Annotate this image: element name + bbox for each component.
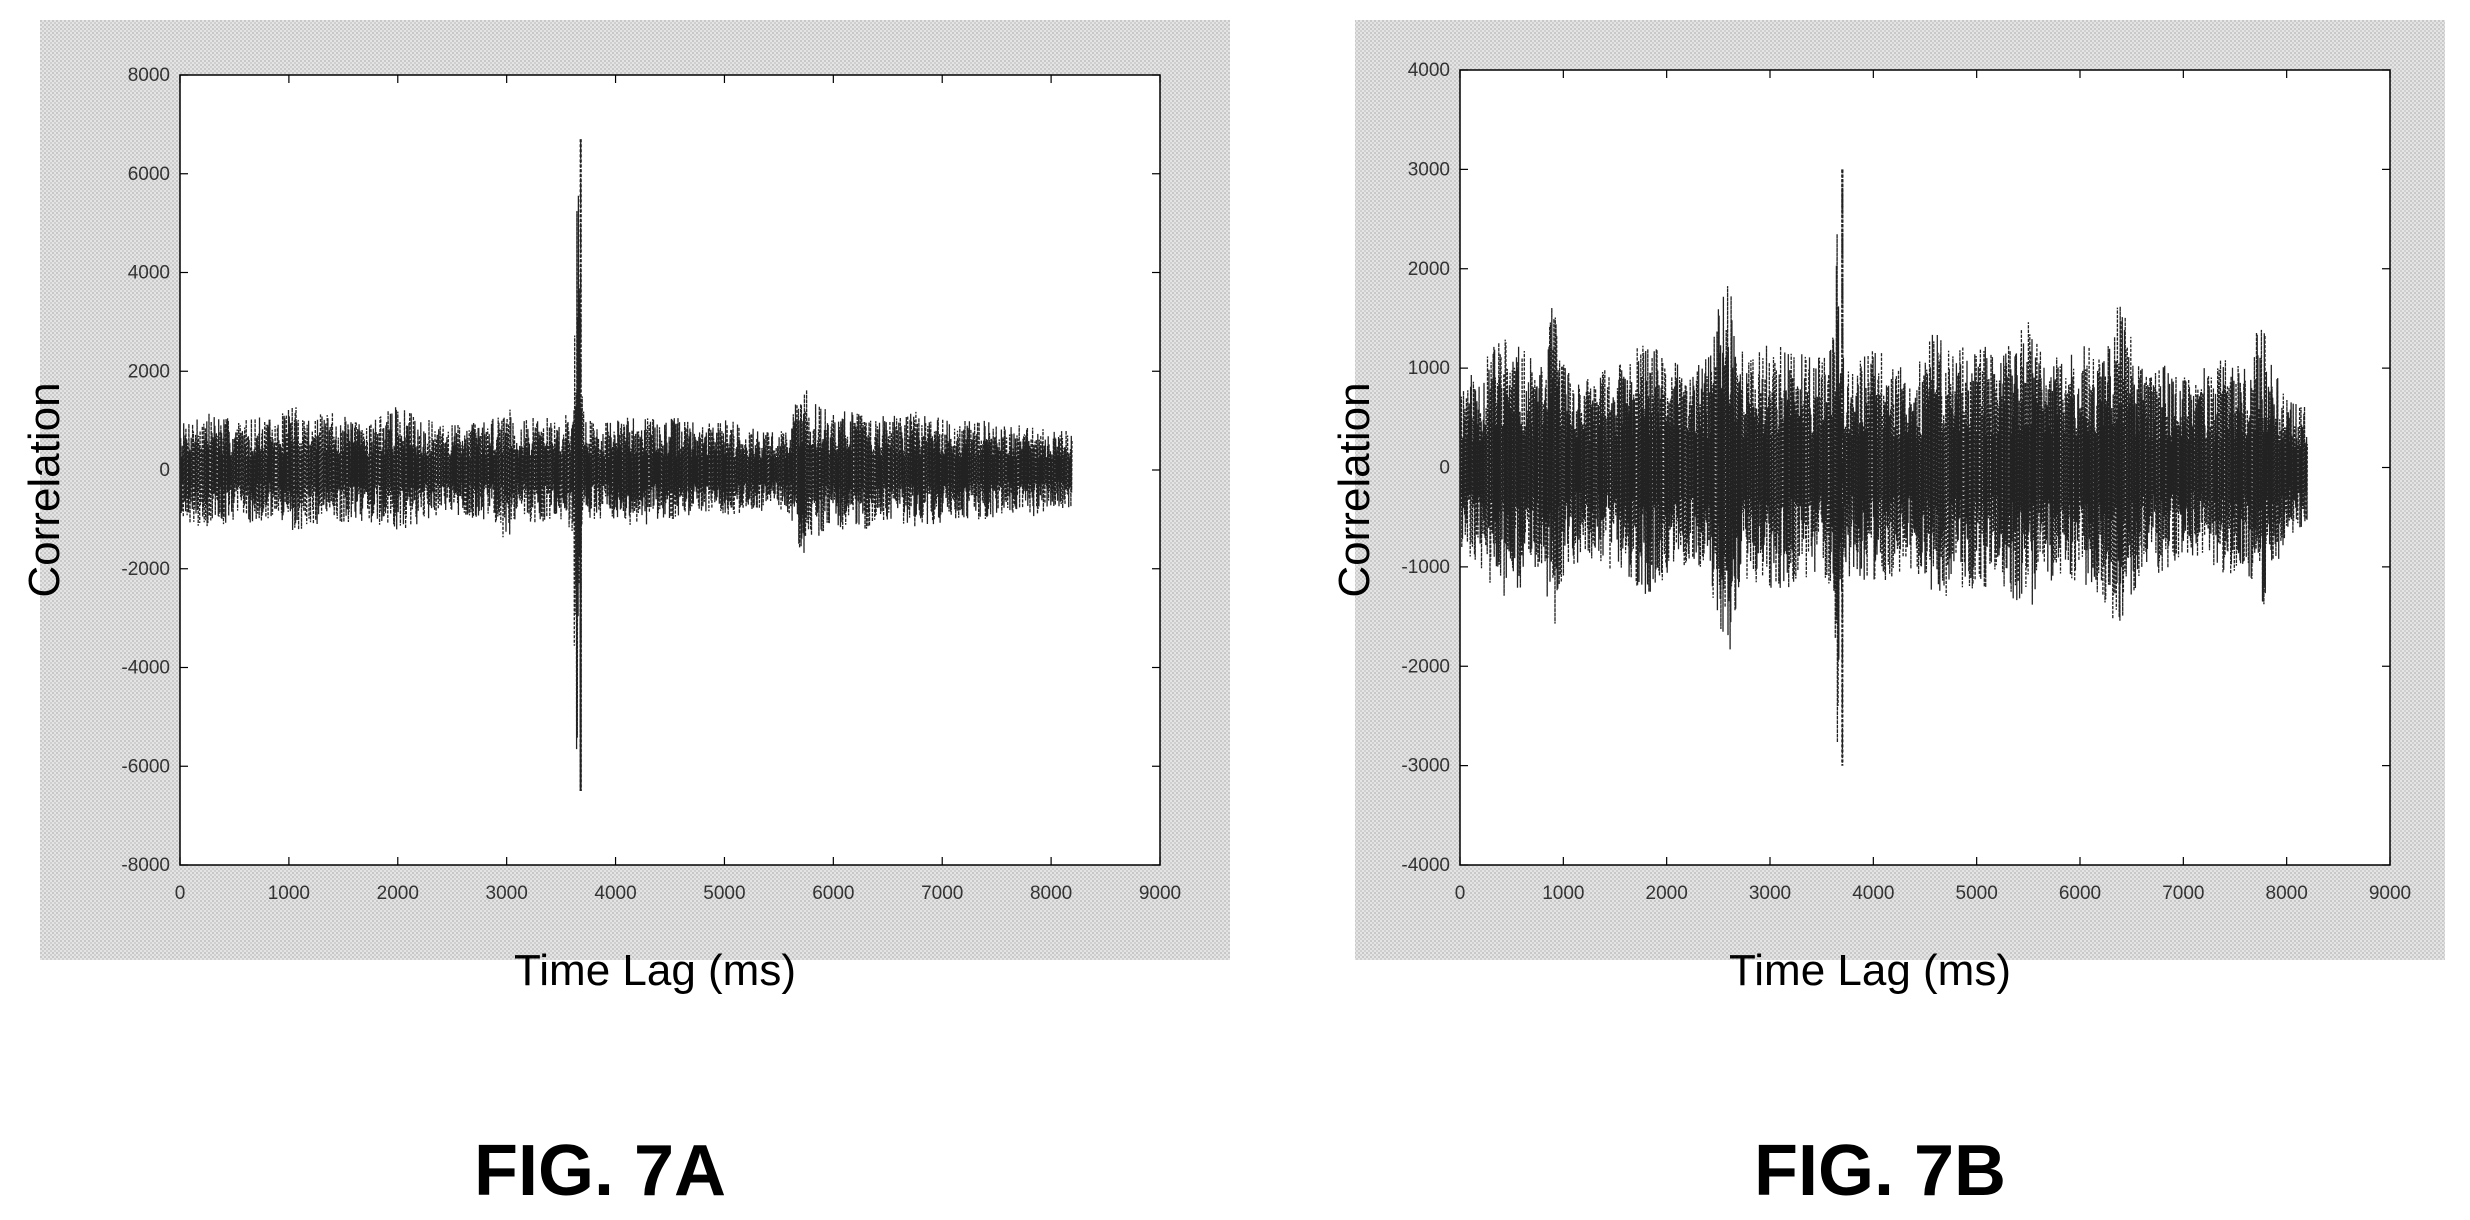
y-tick-label: 6000 <box>128 164 170 185</box>
y-tick-label: -2000 <box>1401 656 1450 677</box>
y-tick-label: -6000 <box>121 756 170 777</box>
x-tick-label: 0 <box>1455 883 1466 904</box>
y-tick-label: -8000 <box>121 855 170 876</box>
x-tick-label: 8000 <box>2266 883 2308 904</box>
x-tick-label: 1000 <box>268 883 310 904</box>
x-tick-label: 0 <box>175 883 186 904</box>
y-tick-label: 0 <box>159 460 170 481</box>
x-tick-label: 4000 <box>1852 883 1894 904</box>
y-tick-label: 2000 <box>128 361 170 382</box>
y-tick-label: 1000 <box>1408 358 1450 379</box>
y-tick-label: -4000 <box>121 658 170 679</box>
x-tick-label: 1000 <box>1542 883 1584 904</box>
x-tick-label: 3000 <box>1749 883 1791 904</box>
x-tick-label: 5000 <box>703 883 745 904</box>
x-tick-label: 4000 <box>594 883 636 904</box>
y-axis-label: Correlation <box>20 382 69 597</box>
x-tick-label: 5000 <box>1956 883 1998 904</box>
x-tick-label: 3000 <box>486 883 528 904</box>
x-tick-label: 7000 <box>2162 883 2204 904</box>
chart-panel-b: 4000 3000 2000 1000 0 -1000 -2000 -3000 -4000 0 10… <box>1310 0 2470 1060</box>
y-tick-label: 2000 <box>1408 259 1450 280</box>
y-tick-label: 0 <box>1439 458 1450 479</box>
figure-caption-a: FIG. 7A <box>473 1131 727 1211</box>
x-tick-label: 6000 <box>2059 883 2101 904</box>
correlation-trace <box>179 139 1073 791</box>
x-tick-label: 7000 <box>921 883 963 904</box>
y-tick-label: 3000 <box>1408 159 1450 180</box>
x-tick-label: 2000 <box>1646 883 1688 904</box>
y-tick-label: -4000 <box>1401 855 1450 876</box>
x-tick-label: 9000 <box>2369 883 2411 904</box>
x-axis-label: Time Lag (ms) <box>1729 946 2011 995</box>
y-tick-label: -2000 <box>121 559 170 580</box>
figure-caption-b: FIG. 7B <box>1753 1131 2007 1211</box>
x-axis-label: Time Lag (ms) <box>514 946 796 995</box>
x-tick-label: 9000 <box>1139 883 1181 904</box>
x-tick-label: 8000 <box>1030 883 1072 904</box>
y-tick-label: 4000 <box>1408 60 1450 81</box>
x-tick-label: 2000 <box>377 883 419 904</box>
y-tick-label: -1000 <box>1401 557 1450 578</box>
correlation-trace <box>1459 169 2308 766</box>
y-tick-label: 4000 <box>128 263 170 284</box>
x-tick-label: 6000 <box>812 883 854 904</box>
y-axis-label: Correlation <box>1330 382 1379 597</box>
y-tick-label: -3000 <box>1401 756 1450 777</box>
chart-panel-a: 8000 6000 4000 2000 0 -2000 -4000 -6000 -8000 0 10… <box>0 0 1260 1060</box>
y-tick-label: 8000 <box>128 65 170 86</box>
